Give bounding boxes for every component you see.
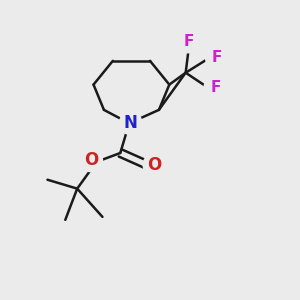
Circle shape <box>204 76 227 99</box>
Text: O: O <box>84 152 98 169</box>
Circle shape <box>80 149 102 172</box>
Text: N: N <box>124 114 138 132</box>
Circle shape <box>206 46 228 69</box>
Circle shape <box>143 154 166 176</box>
Text: F: F <box>210 80 220 95</box>
Text: F: F <box>212 50 222 65</box>
Circle shape <box>177 30 200 53</box>
Text: O: O <box>147 156 162 174</box>
Circle shape <box>119 112 142 134</box>
Text: F: F <box>184 34 194 49</box>
